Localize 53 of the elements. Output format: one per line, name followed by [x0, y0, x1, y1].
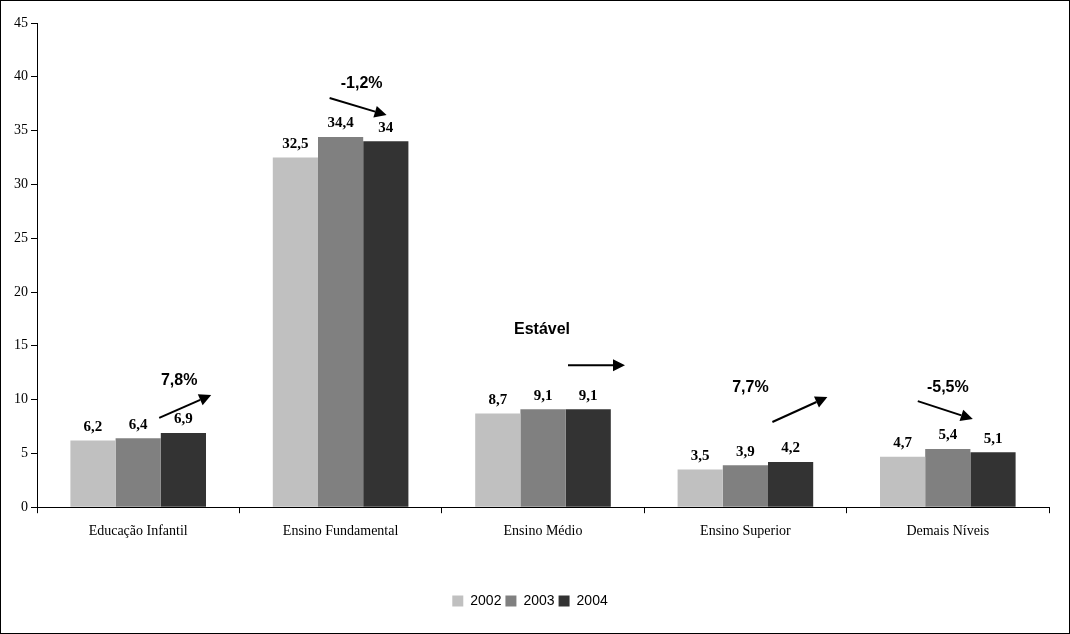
x-tick-label: Ensino Médio — [503, 523, 583, 539]
data-label: 32,5 — [282, 134, 309, 151]
x-tick-label: Demais Níveis — [906, 523, 990, 539]
data-label: 6,2 — [83, 417, 103, 434]
data-label: 3,5 — [690, 446, 710, 463]
data-label: 5,1 — [983, 429, 1003, 446]
legend-label: 2003 — [523, 591, 555, 608]
y-tick-label: 25 — [14, 229, 28, 245]
data-label: 4,7 — [893, 434, 913, 450]
y-tick-label: 20 — [14, 283, 28, 299]
x-tick-label: Ensino Fundamental — [282, 523, 399, 539]
y-tick-label: 40 — [14, 68, 28, 84]
bar — [722, 465, 768, 507]
bar — [475, 413, 521, 507]
y-tick-label: 0 — [21, 498, 28, 514]
bar — [115, 438, 161, 507]
data-label: 6,9 — [174, 410, 193, 427]
bar — [565, 409, 611, 507]
data-label: 9,1 — [533, 386, 553, 403]
annotation: 7,7% — [732, 378, 769, 396]
y-tick-label: 35 — [14, 122, 28, 138]
data-label: 34,4 — [327, 114, 355, 131]
data-label: 4,2 — [781, 439, 800, 456]
annotation: -1,2% — [340, 74, 383, 92]
x-tick-label: Educação Infantil — [88, 523, 188, 539]
legend-label: 2002 — [470, 591, 502, 608]
y-tick-label: 5 — [21, 445, 28, 461]
data-label: 6,4 — [128, 415, 149, 432]
bar — [272, 157, 318, 507]
bar — [768, 462, 814, 507]
bar — [318, 137, 364, 507]
bar — [970, 452, 1016, 507]
bar — [363, 141, 409, 507]
annotation: 7,8% — [160, 371, 198, 389]
data-label: 3,9 — [736, 442, 755, 459]
y-tick-label: 30 — [14, 176, 28, 192]
bar — [160, 432, 206, 507]
data-label: 34 — [378, 118, 394, 135]
y-tick-label: 45 — [14, 14, 28, 30]
bar — [925, 449, 971, 507]
data-label: 5,4 — [938, 426, 958, 443]
bar — [880, 456, 926, 507]
y-tick-label: 10 — [14, 391, 28, 407]
data-label: 9,1 — [578, 386, 598, 403]
legend-label: 2004 — [576, 591, 608, 608]
bar — [70, 440, 116, 507]
x-tick-label: Ensino Superior — [700, 523, 792, 539]
bar — [677, 469, 723, 507]
bar — [520, 409, 566, 507]
y-tick-label: 15 — [14, 337, 28, 353]
annotation: Estável — [513, 319, 571, 337]
annotation: -5,5% — [926, 377, 969, 395]
data-label: 8,7 — [488, 390, 508, 407]
